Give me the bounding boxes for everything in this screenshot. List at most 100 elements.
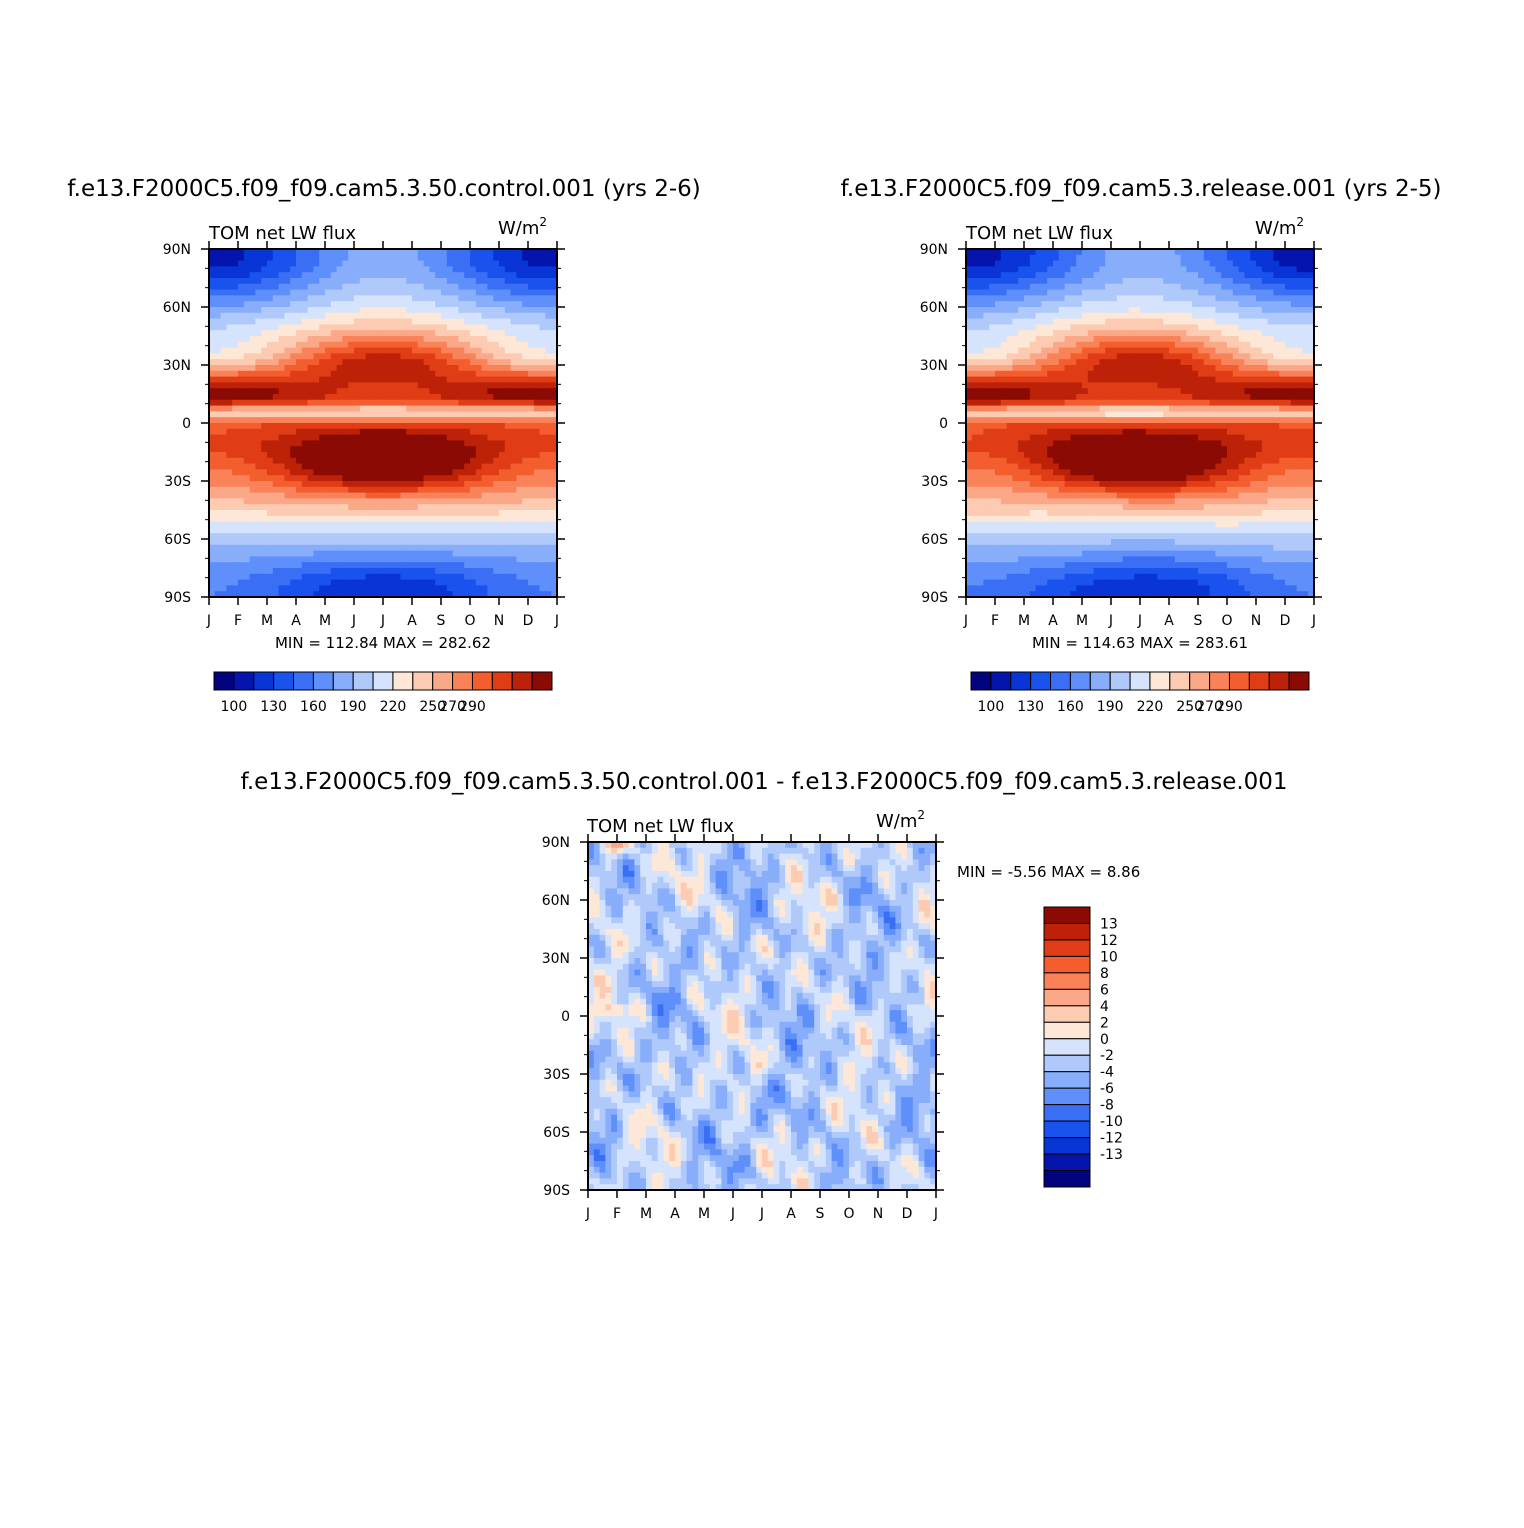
contour-cell — [221, 435, 227, 441]
contour-cell — [1244, 290, 1250, 296]
contour-cell — [273, 278, 279, 284]
contour-cell — [1233, 342, 1239, 348]
contour-cell — [1210, 301, 1216, 307]
contour-cell — [499, 284, 505, 290]
contour-cell — [342, 365, 348, 371]
contour-cell — [1244, 295, 1250, 301]
contour-cell — [458, 429, 464, 435]
contour-cell — [516, 336, 522, 342]
contour-cell — [331, 562, 337, 568]
contour-cell — [528, 382, 534, 388]
contour-cell — [319, 377, 325, 383]
contour-cell — [406, 261, 412, 267]
contour-cell — [250, 388, 256, 394]
contour-cell — [342, 388, 348, 394]
contour-cell — [284, 307, 290, 313]
contour-cell — [400, 406, 406, 412]
contour-cell — [995, 359, 1001, 365]
contour-cell — [400, 255, 406, 261]
contour-cell — [545, 440, 551, 446]
contour-cell — [331, 319, 337, 325]
contour-cell — [1279, 324, 1285, 330]
contour-cell — [464, 562, 470, 568]
contour-cell — [1297, 319, 1303, 325]
contour-cell — [308, 417, 314, 423]
contour-cell — [983, 353, 989, 359]
contour-cell — [296, 446, 302, 452]
contour-cell — [453, 278, 459, 284]
contour-cell — [447, 464, 453, 470]
contour-cell — [261, 464, 267, 470]
contour-cell — [540, 353, 546, 359]
contour-cell — [511, 278, 517, 284]
contour-cell — [325, 446, 331, 452]
contour-cell — [1065, 359, 1071, 365]
contour-cell — [1302, 284, 1308, 290]
contour-cell — [215, 295, 221, 301]
contour-cell — [540, 394, 546, 400]
contour-cell — [476, 365, 482, 371]
contour-cell — [1163, 313, 1169, 319]
contour-cell — [1157, 307, 1163, 313]
contour-cell — [395, 272, 401, 278]
contour-cell — [255, 580, 261, 586]
contour-cell — [354, 504, 360, 510]
contour-cell — [406, 330, 412, 336]
contour-cell — [1215, 278, 1221, 284]
contour-cell — [435, 493, 441, 499]
contour-cell — [366, 388, 372, 394]
contour-cell — [261, 307, 267, 313]
contour-cell — [1076, 261, 1082, 267]
contour-cell — [458, 255, 464, 261]
contour-cell — [395, 324, 401, 330]
contour-cell — [1047, 348, 1053, 354]
contour-cell — [1007, 290, 1013, 296]
contour-cell — [1239, 290, 1245, 296]
contour-cell — [255, 319, 261, 325]
contour-cell — [1099, 307, 1105, 313]
contour-cell — [429, 452, 435, 458]
contour-cell — [487, 568, 493, 574]
contour-cell — [1256, 353, 1262, 359]
contour-cell — [244, 295, 250, 301]
contour-cell — [279, 307, 285, 313]
contour-cell — [279, 475, 285, 481]
contour-cell — [487, 365, 493, 371]
contour-cell — [1215, 353, 1221, 359]
contour-cell — [313, 551, 319, 557]
contour-cell — [493, 290, 499, 296]
contour-cell — [1279, 348, 1285, 354]
contour-cell — [255, 284, 261, 290]
contour-cell — [389, 446, 395, 452]
contour-cell — [389, 423, 395, 429]
contour-cell — [1007, 261, 1013, 267]
contour-cell — [331, 469, 337, 475]
contour-cell — [250, 498, 256, 504]
contour-cell — [482, 440, 488, 446]
contour-cell — [511, 272, 517, 278]
contour-cell — [279, 330, 285, 336]
contour-cell — [1082, 342, 1088, 348]
contour-cell — [342, 533, 348, 539]
contour-cell — [1157, 295, 1163, 301]
contour-cell — [400, 469, 406, 475]
contour-cell — [1227, 365, 1233, 371]
contour-cell — [545, 290, 551, 296]
contour-cell — [470, 365, 476, 371]
contour-cell — [290, 406, 296, 412]
contour-cell — [476, 307, 482, 313]
contour-cell — [267, 556, 273, 562]
contour-cell — [1268, 330, 1274, 336]
contour-cell — [482, 504, 488, 510]
contour-cell — [354, 307, 360, 313]
contour-cell — [273, 342, 279, 348]
contour-cell — [995, 313, 1001, 319]
contour-cell — [1291, 330, 1297, 336]
contour-cell — [215, 307, 221, 313]
contour-cell — [221, 359, 227, 365]
contour-cell — [487, 307, 493, 313]
contour-cell — [290, 510, 296, 516]
contour-cell — [331, 545, 337, 551]
contour-cell — [342, 400, 348, 406]
contour-cell — [516, 562, 522, 568]
